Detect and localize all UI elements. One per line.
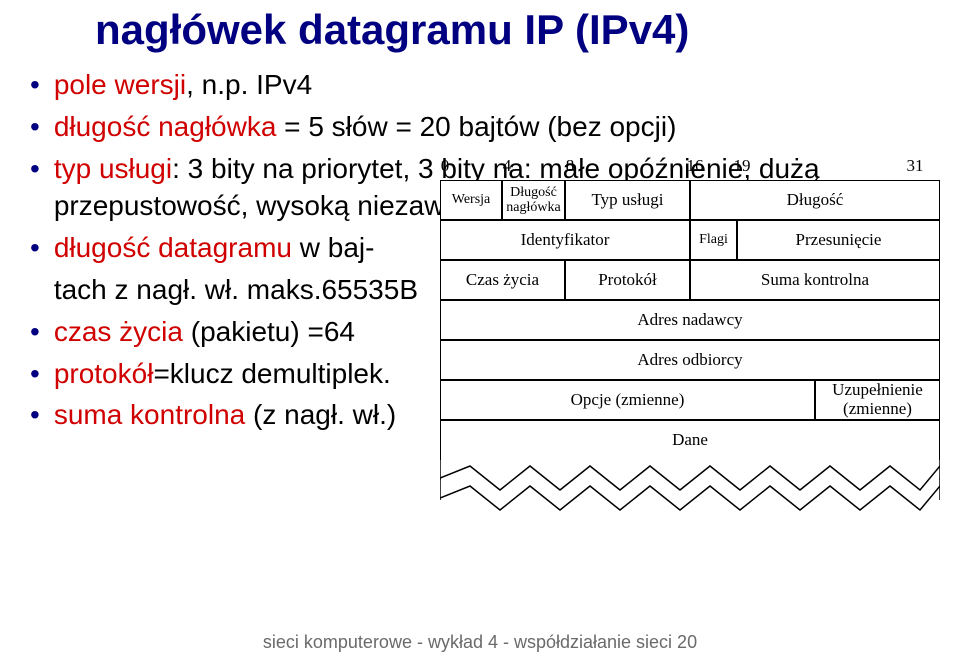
slide-title: nagłówek datagramu IP (IPv4) (95, 6, 689, 54)
bit-label: 8 (555, 156, 585, 176)
header-field: Długość nagłówka (502, 180, 565, 220)
header-field: Suma kontrolna (690, 260, 940, 300)
header-field: Uzupełnienie (zmienne) (815, 380, 940, 420)
header-field: Flagi (690, 220, 737, 260)
slide: nagłówek datagramu IP (IPv4) •pole wersj… (0, 0, 960, 667)
header-field: Adres odbiorcy (440, 340, 940, 380)
header-field-data: Dane (440, 420, 940, 460)
bit-label: 16 (680, 156, 710, 176)
bit-label: 19 (727, 156, 757, 176)
header-field: Wersja (440, 180, 502, 220)
header-field: Adres nadawcy (440, 300, 940, 340)
header-field: Protokół (565, 260, 690, 300)
header-field: Czas życia (440, 260, 565, 300)
header-field: Typ usługi (565, 180, 690, 220)
bullet-item: •długość nagłówka = 5 słów = 20 bajtów (… (30, 108, 930, 146)
header-field: Długość (690, 180, 940, 220)
slide-footer: sieci komputerowe - wykład 4 - współdzia… (0, 632, 960, 653)
bit-label: 0 (430, 156, 460, 176)
torn-edge (440, 478, 940, 518)
bit-label: 4 (492, 156, 522, 176)
bullet-item: •pole wersji, n.p. IPv4 (30, 66, 930, 104)
header-field: Opcje (zmienne) (440, 380, 815, 420)
header-field: Identyfikator (440, 220, 690, 260)
ipv4-header-diagram: 048161931WersjaDługość nagłówkaTyp usług… (440, 156, 940, 586)
bit-label: 31 (900, 156, 930, 176)
header-field: Przesunięcie (737, 220, 940, 260)
